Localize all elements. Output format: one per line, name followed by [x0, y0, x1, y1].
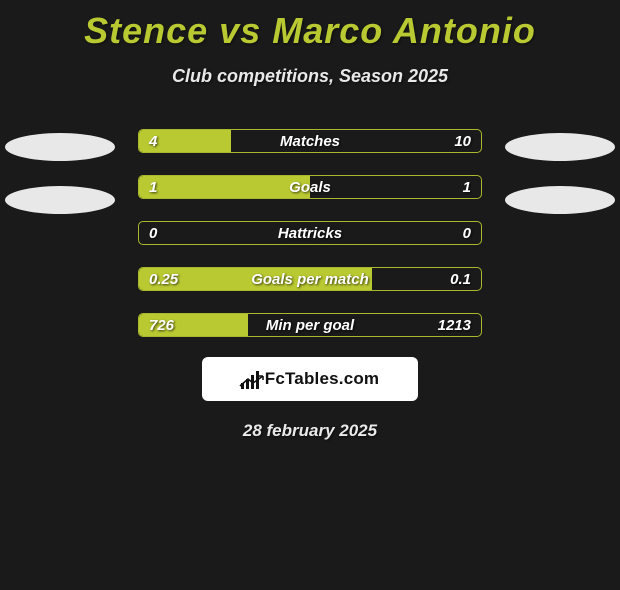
stat-value-right: 0.1 [450, 268, 471, 290]
branding-text: FcTables.com [265, 369, 380, 389]
stat-label: Hattricks [139, 222, 481, 244]
side-ellipse [505, 133, 615, 161]
stats-container: 4Matches101Goals10Hattricks00.25Goals pe… [138, 129, 482, 337]
branding-badge: FcTables.com [202, 357, 418, 401]
page-subtitle: Club competitions, Season 2025 [0, 66, 620, 87]
page-title: Stence vs Marco Antonio [0, 10, 620, 52]
stat-value-right: 1 [463, 176, 471, 198]
stat-row: 726Min per goal1213 [138, 313, 482, 337]
stat-value-right: 1213 [438, 314, 471, 336]
stat-value-right: 0 [463, 222, 471, 244]
stat-row: 0.25Goals per match0.1 [138, 267, 482, 291]
side-ellipse [505, 186, 615, 214]
stat-row: 0Hattricks0 [138, 221, 482, 245]
stat-label: Goals [139, 176, 481, 198]
stat-label: Matches [139, 130, 481, 152]
side-ellipse [5, 186, 115, 214]
stat-label: Min per goal [139, 314, 481, 336]
stat-label: Goals per match [139, 268, 481, 290]
bar-chart-icon [241, 369, 259, 389]
stat-row: 4Matches10 [138, 129, 482, 153]
stat-value-right: 10 [454, 130, 471, 152]
date-text: 28 february 2025 [0, 421, 620, 441]
side-ellipse [5, 133, 115, 161]
stat-row: 1Goals1 [138, 175, 482, 199]
